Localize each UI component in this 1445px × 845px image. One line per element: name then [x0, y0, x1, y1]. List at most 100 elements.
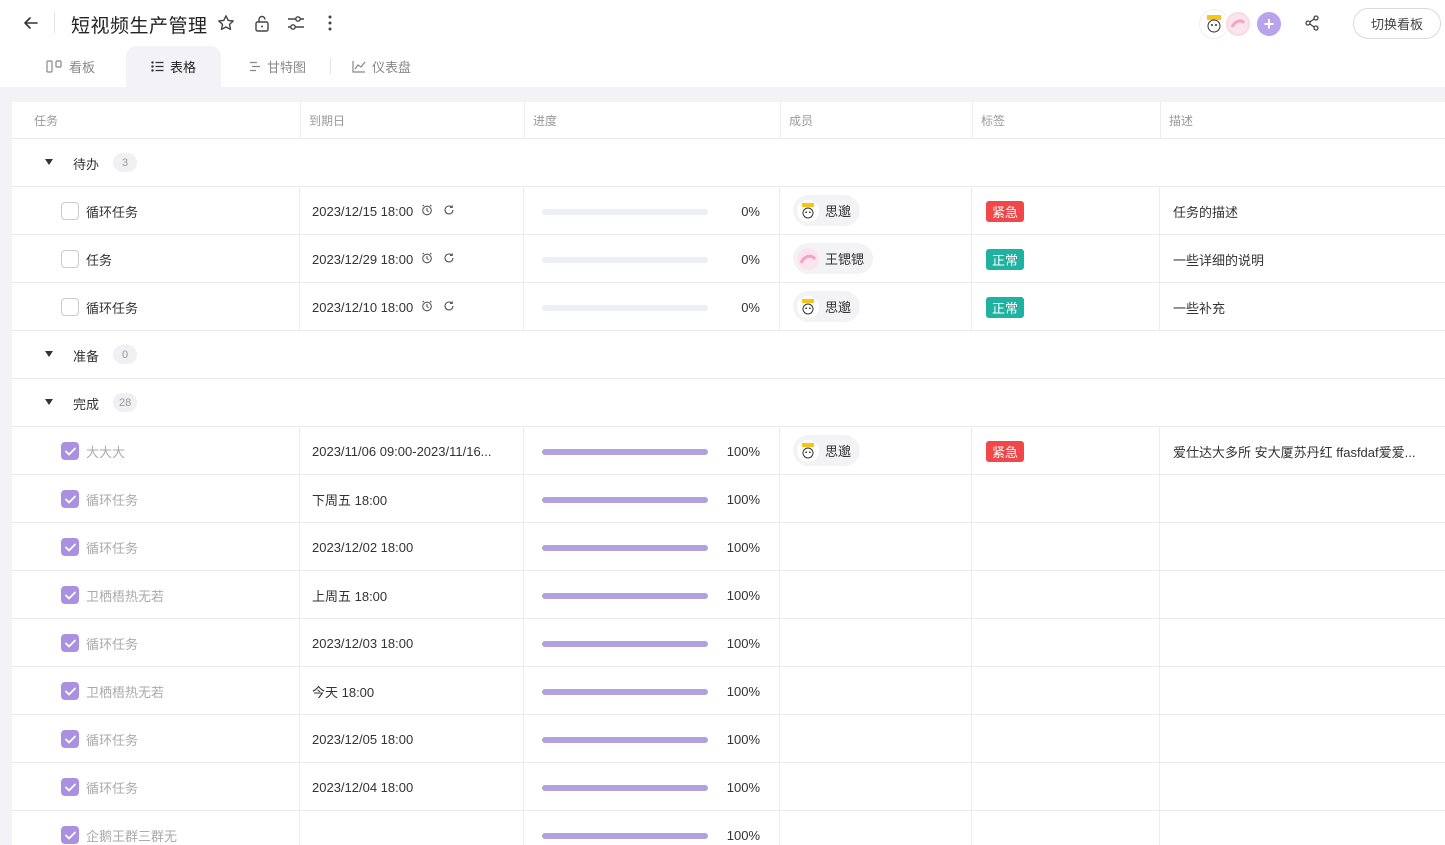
member-chip[interactable]: 思邈 — [793, 291, 861, 322]
settings-sliders-icon[interactable] — [285, 12, 307, 34]
task-name[interactable]: 任务 — [86, 252, 113, 268]
task-description[interactable]: 爱仕达大多所 安大厦苏丹红 ffasfdaf爱爱... — [1173, 444, 1416, 460]
member-chip[interactable]: 思邈 — [793, 195, 861, 226]
due-date[interactable]: 2023/12/10 18:00 — [300, 283, 524, 331]
task-name[interactable]: 循环任务 — [86, 300, 139, 316]
cell-divider — [12, 811, 1160, 845]
task-checkbox[interactable] — [61, 538, 79, 556]
tag-normal[interactable]: 正常 — [986, 249, 1025, 270]
cell-divider — [12, 475, 524, 523]
table-row[interactable]: 任务 2023/12/29 18:00 0% 王锶锶 正常 一些详细的说明 — [12, 235, 1445, 283]
task-description[interactable]: 一些补充 — [1173, 300, 1226, 316]
progress-bar — [542, 641, 708, 647]
due-date[interactable]: 上周五 18:00 — [300, 571, 524, 619]
tag-urgent[interactable]: 紧急 — [986, 201, 1025, 222]
cell-divider — [12, 763, 300, 811]
column-header-member[interactable]: 成员 — [780, 102, 973, 139]
repeat-icon[interactable] — [443, 204, 455, 219]
task-name[interactable]: 循环任务 — [86, 780, 139, 796]
due-date[interactable]: 2023/11/06 09:00-2023/11/16... — [300, 427, 524, 475]
due-date[interactable]: 2023/12/15 18:00 — [300, 187, 524, 235]
member-name: 王锶锶 — [825, 252, 865, 267]
more-vertical-icon[interactable] — [319, 12, 341, 34]
cell-divider — [12, 187, 1160, 235]
table-row[interactable]: 循环任务 2023/12/10 18:00 0% 思邈 正常 一些补充 — [12, 283, 1445, 331]
share-icon[interactable] — [1301, 12, 1323, 34]
task-checkbox[interactable] — [61, 250, 79, 268]
table-row[interactable]: 卫栖梧热无若 上周五 18:00 100% — [12, 571, 1445, 619]
task-checkbox[interactable] — [61, 298, 79, 316]
tag-normal[interactable]: 正常 — [986, 297, 1025, 318]
table-row[interactable]: 循环任务 2023/12/04 18:00 100% — [12, 763, 1445, 811]
task-name[interactable]: 循环任务 — [86, 732, 139, 748]
task-name[interactable]: 卫栖梧热无若 — [86, 588, 165, 604]
task-checkbox[interactable] — [61, 730, 79, 748]
due-date[interactable]: 2023/12/02 18:00 — [300, 523, 524, 571]
table-row[interactable]: 循环任务 2023/12/05 18:00 100% — [12, 715, 1445, 763]
caret-down-icon[interactable] — [45, 159, 53, 165]
table-row[interactable]: 循环任务 2023/12/15 18:00 0% 思邈 紧急 任务的描述 — [12, 187, 1445, 235]
cell-divider — [12, 235, 1160, 283]
caret-down-icon[interactable] — [45, 351, 53, 357]
bear-avatar[interactable] — [1200, 10, 1228, 38]
column-header-progress[interactable]: 进度 — [524, 102, 781, 139]
task-name[interactable]: 循环任务 — [86, 540, 139, 556]
tab-gantt[interactable]: 甘特图 — [249, 46, 306, 87]
cell-divider — [12, 619, 300, 667]
add-member-button[interactable]: + — [1255, 10, 1283, 38]
table-row[interactable]: 企鹅王群三群无 100% — [12, 811, 1445, 845]
pink-avatar[interactable] — [1224, 10, 1252, 38]
switch-board-button[interactable]: 切换看板 — [1353, 8, 1441, 39]
table-row[interactable]: 循环任务 2023/12/02 18:00 100% — [12, 523, 1445, 571]
due-date[interactable] — [300, 811, 524, 845]
star-icon[interactable] — [215, 12, 237, 34]
task-name[interactable]: 循环任务 — [86, 492, 139, 508]
cell-divider — [12, 427, 780, 475]
task-name[interactable]: 卫栖梧热无若 — [86, 684, 165, 700]
due-date[interactable]: 2023/12/05 18:00 — [300, 715, 524, 763]
task-name[interactable]: 企鹅王群三群无 — [86, 828, 178, 844]
due-date[interactable]: 下周五 18:00 — [300, 475, 524, 523]
task-checkbox[interactable] — [61, 202, 79, 220]
due-date[interactable]: 2023/12/29 18:00 — [300, 235, 524, 283]
task-checkbox[interactable] — [61, 634, 79, 652]
member-chip[interactable]: 思邈 — [793, 435, 861, 466]
member-chip[interactable]: 王锶锶 — [793, 243, 874, 274]
alarm-icon[interactable] — [421, 252, 433, 267]
tab-kanban[interactable]: 看板 — [46, 46, 95, 87]
table-row[interactable]: 循环任务 下周五 18:00 100% — [12, 475, 1445, 523]
due-date[interactable]: 2023/12/03 18:00 — [300, 619, 524, 667]
task-name[interactable]: 大大大 — [86, 444, 126, 460]
repeat-icon[interactable] — [443, 300, 455, 315]
task-checkbox[interactable] — [61, 442, 79, 460]
table-row[interactable]: 卫栖梧热无若 今天 18:00 100% — [12, 667, 1445, 715]
task-description[interactable]: 任务的描述 — [1173, 204, 1239, 220]
column-header-tag[interactable]: 标签 — [972, 102, 1161, 139]
tag-urgent[interactable]: 紧急 — [986, 441, 1025, 462]
back-icon[interactable] — [18, 10, 44, 36]
task-name[interactable]: 循环任务 — [86, 636, 139, 652]
repeat-icon[interactable] — [443, 252, 455, 267]
cell-divider — [12, 763, 524, 811]
task-name[interactable]: 循环任务 — [86, 204, 139, 220]
task-checkbox[interactable] — [61, 586, 79, 604]
lock-icon[interactable] — [251, 12, 273, 34]
alarm-icon[interactable] — [421, 300, 433, 315]
table-row[interactable]: 循环任务 2023/12/03 18:00 100% — [12, 619, 1445, 667]
task-checkbox[interactable] — [61, 490, 79, 508]
tab-dashboard[interactable]: 仪表盘 — [352, 46, 411, 87]
column-header-due[interactable]: 到期日 — [300, 102, 525, 139]
column-header-desc[interactable]: 描述 — [1169, 114, 1194, 128]
task-checkbox[interactable] — [61, 826, 79, 844]
alarm-icon[interactable] — [421, 204, 433, 219]
date-icons — [421, 204, 455, 219]
task-checkbox[interactable] — [61, 778, 79, 796]
due-date[interactable]: 今天 18:00 — [300, 667, 524, 715]
column-header-task[interactable]: 任务 — [25, 102, 301, 139]
due-date[interactable]: 2023/12/04 18:00 — [300, 763, 524, 811]
tab-table[interactable]: 表格 — [126, 46, 221, 87]
task-checkbox[interactable] — [61, 682, 79, 700]
table-row[interactable]: 大大大 2023/11/06 09:00-2023/11/16... 100% 思邈 紧… — [12, 427, 1445, 475]
caret-down-icon[interactable] — [45, 399, 53, 405]
task-description[interactable]: 一些详细的说明 — [1173, 252, 1265, 268]
